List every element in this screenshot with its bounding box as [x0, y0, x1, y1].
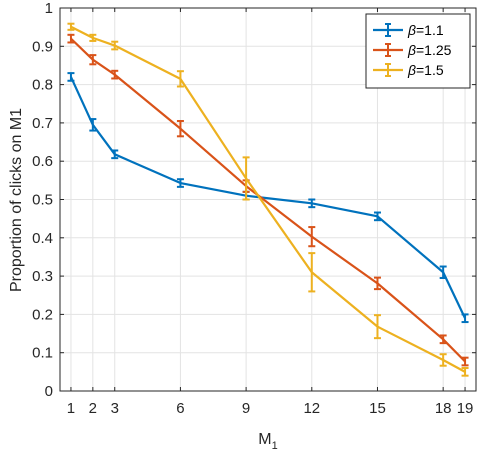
legend-label: β=1.5 [407, 62, 444, 78]
x-tick-label: 12 [303, 400, 320, 417]
legend: β=1.1β=1.25β=1.5 [365, 13, 471, 89]
legend-label-value: =1.25 [416, 42, 452, 58]
x-tick-label: 3 [111, 400, 119, 417]
x-tick-label: 9 [242, 400, 250, 417]
x-tick-label: 19 [457, 400, 474, 417]
legend-label-symbol: β [407, 62, 416, 78]
legend-label: β=1.1 [407, 22, 444, 38]
x-axis-label-subscript: 1 [272, 440, 278, 452]
y-tick-label: 0 [45, 383, 53, 400]
x-axis-label: M1 [258, 431, 277, 452]
x-axis-label-main: M [258, 431, 271, 448]
ticks [60, 7, 476, 392]
y-tick-label: 0.2 [32, 306, 53, 323]
legend-label-value: =1.5 [416, 62, 444, 78]
y-tick-label: 1 [45, 0, 53, 17]
legend-items: β=1.1β=1.25β=1.5 [373, 22, 452, 78]
legend-entry: β=1.1 [373, 22, 444, 38]
x-tick-labels: 1 2 3 6 9 12 15 18 19 [67, 400, 474, 417]
y-tick-label: 0.3 [32, 268, 53, 285]
x-tick-label: 18 [435, 400, 452, 417]
y-tick-labels: 0 0.1 0.2 0.3 0.4 0.5 0.6 0.7 0.8 0.9 1 [32, 0, 53, 400]
y-tick-label: 0.8 [32, 77, 53, 94]
legend-label-symbol: β [407, 42, 416, 58]
y-tick-label: 0.7 [32, 115, 53, 132]
y-tick-label: 0.9 [32, 38, 53, 55]
legend-label: β=1.25 [407, 42, 452, 58]
x-tick-label: 2 [89, 400, 97, 417]
x-tick-label: 1 [67, 400, 75, 417]
x-tick-label: 6 [176, 400, 184, 417]
series-3 [67, 22, 469, 377]
y-tick-label: 0.5 [32, 192, 53, 209]
legend-entry: β=1.25 [373, 42, 452, 58]
legend-label-value: =1.1 [416, 22, 444, 38]
x-tick-label: 15 [369, 400, 386, 417]
y-tick-label: 0.4 [32, 230, 53, 247]
legend-entry: β=1.5 [373, 62, 444, 78]
legend-label-symbol: β [407, 22, 416, 38]
series-group [67, 22, 469, 377]
y-tick-label: 0.1 [32, 345, 53, 362]
y-tick-label: 0.6 [32, 153, 53, 170]
y-axis-label: Proportion of clicks on M1 [8, 108, 25, 292]
